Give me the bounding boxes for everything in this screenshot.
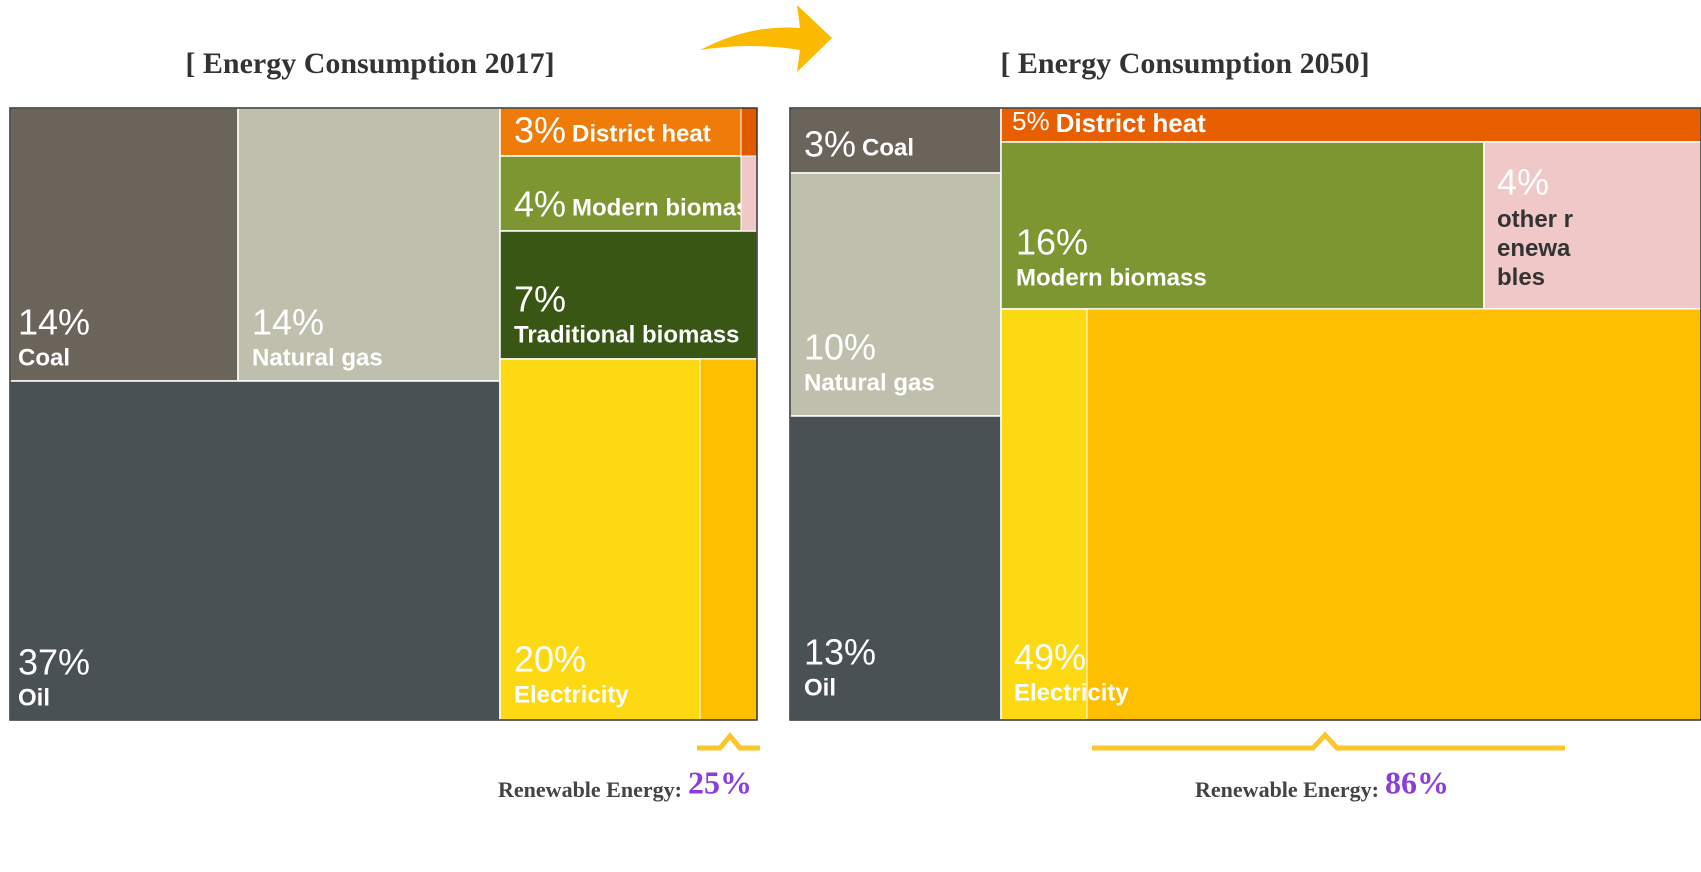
- tile-labels: 4%other renewables: [1497, 162, 1574, 291]
- value-label: 4%: [514, 184, 566, 225]
- value-label: 4%: [1497, 162, 1549, 203]
- tile-shade: [699, 358, 758, 721]
- tile-label: Natural gas: [804, 369, 935, 396]
- tile: [789, 172, 1002, 417]
- value-label: 5%: [1012, 106, 1050, 136]
- tile-labels: 14%Natural gas: [252, 302, 383, 372]
- tile-label: Oil: [804, 674, 836, 701]
- tile: [237, 107, 501, 382]
- tile-label: District heat: [1056, 108, 1207, 138]
- treemap: [9, 107, 758, 721]
- frame: [789, 107, 1701, 721]
- frame: [9, 107, 758, 721]
- tile-labels: 16%Modern biomass: [1016, 222, 1207, 292]
- tile-labels: 20%Electricity: [514, 639, 629, 709]
- tile-label: Modern biomass: [1016, 264, 1207, 291]
- value-label: 3%: [804, 124, 856, 165]
- value-label: 37%: [18, 642, 90, 683]
- tile-labels: 37%Oil: [18, 642, 90, 712]
- value-label: 20%: [514, 639, 586, 680]
- tile-label: District heat: [572, 120, 711, 147]
- tile-label: Traditional biomass: [514, 321, 739, 348]
- tile: [9, 380, 501, 721]
- tile-label: Electricity: [1014, 679, 1129, 706]
- tile-labels: 13%Oil: [804, 632, 876, 702]
- tile-label: other renewables: [1497, 206, 1574, 291]
- renewable-value: 86%: [1385, 764, 1449, 800]
- renewable-label: Renewable Energy:: [498, 777, 682, 802]
- bracket: [697, 732, 760, 751]
- renewable-label: Renewable Energy:: [1195, 777, 1379, 802]
- tile: [499, 155, 758, 232]
- tile-labels: 3% Coal: [804, 124, 914, 165]
- tile-labels: 7%Traditional biomass: [514, 279, 739, 349]
- tile-labels: 3% District heat: [514, 110, 711, 151]
- chart-title: [ Energy Consumption 2017]: [185, 47, 554, 80]
- tile-label: Oil: [18, 684, 50, 711]
- value-label: 7%: [514, 279, 566, 320]
- bracket: [1092, 731, 1565, 751]
- tile-labels: 14%Coal: [18, 302, 90, 372]
- value-label: 49%: [1014, 637, 1086, 678]
- value-label: 10%: [804, 327, 876, 368]
- arrow: [700, 5, 832, 72]
- value-label: 3%: [514, 110, 566, 151]
- value-label: 14%: [18, 302, 90, 343]
- tile: [1483, 141, 1701, 310]
- tile-shade: [1086, 308, 1701, 721]
- treemap: [789, 107, 1701, 721]
- tile-label: Natural gas: [252, 344, 383, 371]
- value-label: 13%: [804, 632, 876, 673]
- tile-labels: 5% District heat: [1012, 106, 1207, 138]
- tile-labels: 4% Modern biomass: [514, 184, 763, 225]
- tile: [499, 230, 758, 360]
- tile: [9, 107, 239, 382]
- value-label: 14%: [252, 302, 324, 343]
- tile-labels: 10%Natural gas: [804, 327, 935, 397]
- renewable-value: 25%: [688, 764, 752, 800]
- tile-shade: [740, 155, 758, 232]
- tile: [1000, 141, 1485, 310]
- tile: [789, 415, 1002, 721]
- tile-labels: 49%Electricity: [1014, 637, 1129, 707]
- label-box: other renewables: [1497, 206, 1574, 291]
- tile-label: Electricity: [514, 681, 629, 708]
- tile-label: Coal: [18, 344, 70, 371]
- tile-label: Modern biomass: [572, 194, 763, 221]
- chart-title: [ Energy Consumption 2050]: [1000, 47, 1369, 80]
- tile-label: Coal: [862, 134, 914, 161]
- tile-shade: [740, 107, 758, 157]
- value-label: 16%: [1016, 222, 1088, 263]
